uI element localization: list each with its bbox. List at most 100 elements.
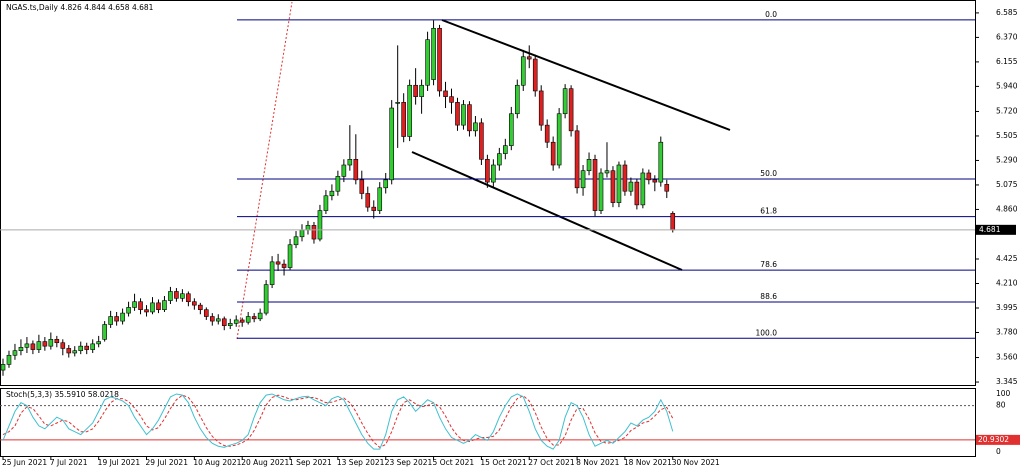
x-tick-label: 1 Sep 2021 [289,458,332,467]
y-tick-label: 3.560 [996,353,1018,362]
candle-body [18,346,24,352]
candle-body [96,341,101,345]
x-tick-label: 7 Jul 2021 [50,458,88,467]
candle-body [84,345,90,350]
y-tick-label: 6.585 [996,8,1018,17]
candle-body [227,323,233,326]
stoch-tick-label: 0 [996,447,1001,456]
candle-body [514,84,520,115]
candle-body [646,172,652,181]
candle-body [102,324,107,340]
candle-body [586,159,592,172]
candle-body [233,319,239,324]
y-tick-label: 6.155 [996,57,1018,66]
candle-body [419,84,424,97]
candle-body [341,164,347,177]
x-tick-label: 20 Aug 2021 [241,458,289,467]
candle-body [383,179,389,189]
candle-body [395,102,400,104]
candle-body [269,261,275,285]
candle-body [204,309,209,317]
stoch-signal: 58.0218 [88,390,119,399]
stoch-main [2,393,674,450]
high: 4.844 [84,3,106,12]
y-tick-label: 6.370 [996,32,1018,41]
candle-body [580,170,586,189]
candle-body [670,213,676,231]
y-tick-label: 5.290 [996,155,1018,164]
candle-body [568,88,574,132]
candle-body [335,176,341,192]
x-tick-label: 5 Oct 2021 [433,458,475,467]
candle-body [36,341,42,350]
candle-body [544,124,550,143]
candle-body [174,291,179,299]
candle-body [186,293,191,303]
candle-body [275,261,281,265]
candle-body [473,122,478,132]
y-tick-label: 3.995 [996,303,1018,312]
candle-body [634,181,640,206]
candle-body [610,170,616,203]
candle-body [389,107,395,181]
candle-body [251,316,257,320]
candle-body [0,364,6,371]
candle-body [491,164,496,183]
symbol: NGAS.ts,Daily [6,3,58,12]
candle-body [520,56,526,86]
y-tick-label: 3.780 [996,327,1018,336]
candle-body [24,343,30,348]
x-tick-label: 15 Oct 2021 [480,458,527,467]
candle-body [377,187,383,211]
price-box [976,224,1016,235]
candle-body [162,300,167,310]
candle-body [365,193,371,208]
channel-bottom [411,151,683,271]
candle-body [30,343,36,350]
fib-label: 50.0 [760,169,777,178]
candle-body [550,141,556,166]
y-tick-label: 3.345 [996,377,1018,386]
x-tick-label: 13 Sep 2021 [337,458,385,467]
candle-body [431,27,436,80]
stoch-name: Stoch(5,3,3) [6,390,52,399]
candle-body [604,170,610,174]
candle-body [120,312,125,322]
candle-body [532,58,538,92]
candle-body [317,210,323,240]
candle-body [592,159,598,211]
stoch-tick-label: 100 [996,389,1011,398]
fib-label: 88.6 [760,292,777,301]
candle-body [180,293,185,299]
x-tick-label: 27 Oct 2021 [528,458,575,467]
x-tick-label: 18 Nov 2021 [624,458,672,467]
x-tick-label: 19 Jul 2021 [98,458,141,467]
candle-body [485,159,490,183]
candle-body [628,181,634,192]
candle-body [6,354,12,365]
x-tick-label: 25 Jun 2021 [2,458,47,467]
candle-body [245,316,251,323]
candle-body [42,341,48,347]
y-tick-label: 4.210 [996,278,1018,287]
main-panel [0,0,976,386]
candle-body [156,302,161,310]
trend-line [236,1,293,340]
candle-body [413,84,418,97]
candle-body [658,141,664,183]
candle-body [311,225,317,240]
candle-body [198,304,203,310]
candle-body [323,195,329,211]
candle-body [556,113,562,166]
channel-top [441,19,731,131]
candle-body [66,348,72,354]
candle-body [305,225,311,231]
candle-body [640,172,646,206]
stoch-level-box [976,434,1020,445]
candle-body [48,339,54,347]
candle-body [652,179,658,183]
candle-body [192,301,197,306]
y-tick-label: 5.720 [996,106,1018,115]
candle-body [215,318,221,322]
